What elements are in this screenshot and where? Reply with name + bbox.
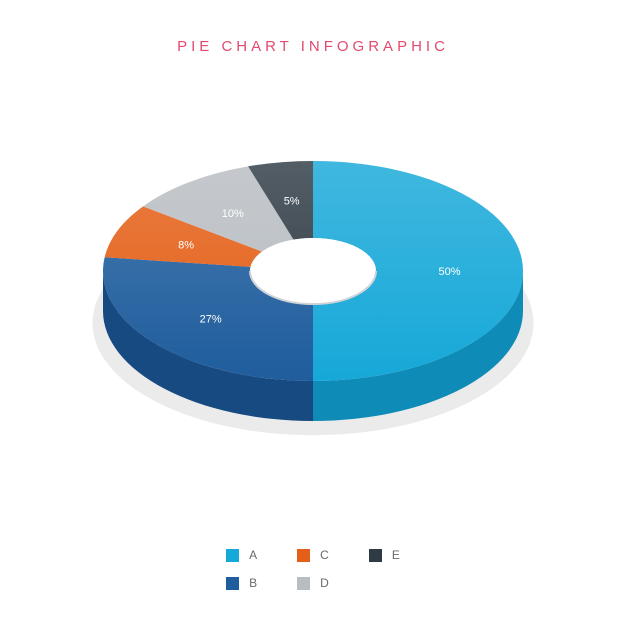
legend-column: CD xyxy=(297,548,329,590)
legend-item-E: E xyxy=(369,548,400,562)
legend-swatch-D xyxy=(297,577,310,590)
slice-label-D: 10% xyxy=(222,208,244,220)
legend-item-C: C xyxy=(297,548,329,562)
legend-swatch-B xyxy=(226,577,239,590)
legend-label-E: E xyxy=(392,548,400,562)
slice-label-C: 8% xyxy=(178,240,194,252)
legend-item-D: D xyxy=(297,576,329,590)
legend-column: AB xyxy=(226,548,257,590)
legend-column: E xyxy=(369,548,400,590)
legend: AB CD E xyxy=(0,548,626,590)
legend-swatch-C xyxy=(297,549,310,562)
pie-chart-svg: 50% 27% 8% 10% 5% xyxy=(50,100,576,480)
legend-label-B: B xyxy=(249,576,257,590)
legend-swatch-A xyxy=(226,549,239,562)
legend-item-B: B xyxy=(226,576,257,590)
legend-label-A: A xyxy=(249,548,257,562)
legend-item-A: A xyxy=(226,548,257,562)
legend-label-C: C xyxy=(320,548,329,562)
legend-swatch-E xyxy=(369,549,382,562)
pie-chart: 50% 27% 8% 10% 5% xyxy=(50,100,576,480)
legend-label-D: D xyxy=(320,576,329,590)
slice-label-A: 50% xyxy=(438,266,460,278)
chart-title: PIE CHART INFOGRAPHIC xyxy=(0,38,626,55)
slice-label-E: 5% xyxy=(284,195,300,207)
slice-label-B: 27% xyxy=(200,313,222,325)
